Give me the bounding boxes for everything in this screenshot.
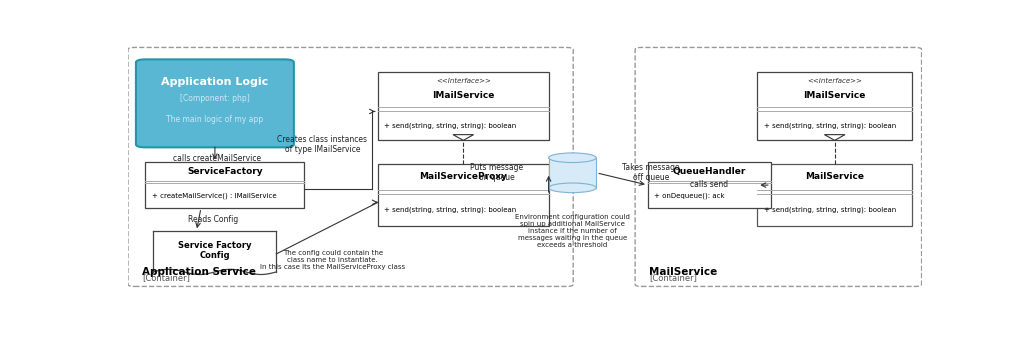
Ellipse shape: [549, 153, 596, 162]
Text: The main logic of my app: The main logic of my app: [166, 115, 263, 124]
Text: MailServiceProxy: MailServiceProxy: [420, 172, 507, 181]
Text: Creates class instances
of type IMailService: Creates class instances of type IMailSer…: [278, 134, 368, 154]
Text: The config could contain the
class name to instantiate.
In this case its the Mai: The config could contain the class name …: [260, 250, 406, 270]
Text: QueueHandler: QueueHandler: [673, 167, 746, 176]
Bar: [145, 162, 304, 208]
Polygon shape: [453, 135, 474, 140]
Text: Environment configuration could
spin up additional MailService
instance if the n: Environment configuration could spin up …: [515, 214, 630, 248]
Text: + send(string, string, string): boolean: + send(string, string, string): boolean: [384, 123, 516, 129]
Polygon shape: [824, 135, 845, 140]
Text: + onDequeue(): ack: + onDequeue(): ack: [654, 192, 725, 199]
Ellipse shape: [549, 183, 596, 193]
Text: + createMailService() : IMailService: + createMailService() : IMailService: [152, 192, 276, 199]
FancyBboxPatch shape: [136, 59, 294, 147]
Text: Application Service: Application Service: [142, 267, 256, 277]
Text: <<Interface>>: <<Interface>>: [436, 78, 490, 84]
Text: ServiceFactory: ServiceFactory: [187, 167, 262, 176]
Bar: [378, 164, 549, 226]
Text: [Container]: [Container]: [142, 273, 190, 282]
Bar: [154, 231, 276, 272]
Text: Puts message
on queue: Puts message on queue: [470, 162, 523, 182]
Bar: [758, 164, 912, 226]
Text: IMailService: IMailService: [804, 91, 866, 100]
Bar: [549, 158, 596, 188]
Bar: [758, 71, 912, 140]
Text: Takes message
off queue: Takes message off queue: [623, 162, 680, 182]
Text: calls send: calls send: [690, 180, 728, 189]
Text: Service Factory
Config: Service Factory Config: [178, 241, 252, 260]
Text: calls createMailService: calls createMailService: [173, 154, 261, 163]
Text: Reads Config: Reads Config: [187, 215, 238, 224]
Text: IMailService: IMailService: [432, 91, 495, 100]
Text: [Component: php]: [Component: php]: [180, 94, 250, 103]
Text: Application Logic: Application Logic: [161, 77, 268, 87]
Text: + send(string, string, string): boolean: + send(string, string, string): boolean: [764, 207, 896, 213]
Text: + send(string, string, string): boolean: + send(string, string, string): boolean: [764, 123, 896, 129]
Bar: [648, 162, 771, 208]
Text: MailService: MailService: [805, 172, 864, 181]
Text: + send(string, string, string): boolean: + send(string, string, string): boolean: [384, 207, 516, 213]
Text: [Container]: [Container]: [649, 273, 697, 282]
Bar: [378, 71, 549, 140]
Text: <<Interface>>: <<Interface>>: [807, 78, 862, 84]
Text: MailService: MailService: [649, 267, 718, 277]
